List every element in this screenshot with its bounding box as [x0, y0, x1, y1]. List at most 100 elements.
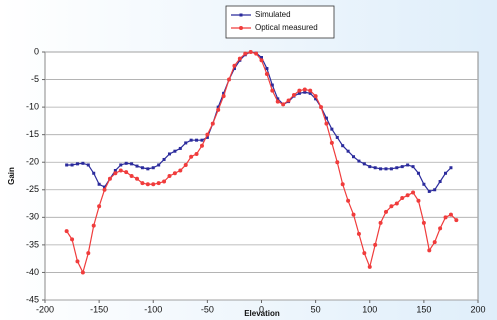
y-tick-label: -20: [26, 157, 39, 167]
data-point: [140, 166, 144, 170]
data-point: [210, 121, 215, 126]
data-point: [335, 160, 340, 165]
data-point: [243, 51, 248, 56]
data-point: [341, 144, 345, 148]
data-point: [281, 102, 286, 107]
data-point: [64, 229, 69, 234]
data-point: [151, 182, 156, 187]
plot-area: [44, 51, 479, 301]
data-point: [178, 146, 182, 150]
data-point: [270, 88, 275, 93]
x-tick-label: -150: [90, 304, 108, 314]
data-point: [313, 94, 318, 99]
data-point: [400, 196, 405, 201]
data-point: [146, 167, 150, 171]
y-tick-label: -5: [31, 74, 39, 84]
data-point: [319, 105, 324, 110]
data-point: [314, 97, 318, 101]
data-point: [427, 189, 431, 193]
data-point: [308, 88, 313, 93]
data-point: [356, 231, 361, 236]
y-tick-label: -30: [26, 212, 39, 222]
data-point: [200, 138, 204, 142]
data-point: [97, 204, 102, 209]
data-point: [405, 193, 410, 198]
x-tick-label: -200: [36, 304, 54, 314]
data-point: [248, 50, 253, 54]
y-tick-label: 0: [34, 46, 39, 56]
data-point: [421, 220, 426, 225]
data-point: [302, 87, 307, 92]
data-point: [91, 223, 96, 228]
data-point: [178, 168, 183, 173]
data-point: [264, 72, 269, 77]
data-point: [97, 182, 101, 186]
data-point: [297, 88, 302, 93]
data-point: [195, 138, 199, 142]
data-point: [362, 162, 366, 166]
x-tick-label: 0: [259, 304, 264, 314]
data-point: [162, 179, 167, 184]
data-point: [394, 201, 399, 206]
data-point: [373, 166, 377, 170]
data-point: [270, 83, 274, 87]
data-point: [237, 56, 242, 61]
data-point: [140, 181, 145, 186]
data-point: [448, 212, 453, 217]
x-tick-label: -100: [144, 304, 162, 314]
data-point: [86, 251, 91, 256]
data-point: [151, 166, 155, 170]
data-point: [362, 251, 367, 256]
legend-label: Simulated: [255, 10, 291, 19]
y-tick-label: -10: [26, 101, 39, 111]
data-point: [276, 97, 280, 101]
data-point: [232, 63, 237, 68]
data-point: [286, 98, 291, 103]
data-point: [367, 264, 372, 269]
data-point: [205, 132, 210, 137]
data-point: [113, 171, 118, 176]
data-point: [259, 58, 264, 63]
x-axis-label: Elevation: [244, 309, 280, 318]
data-point: [189, 154, 194, 159]
data-point: [157, 163, 161, 167]
data-point: [216, 107, 221, 112]
data-point: [411, 190, 416, 195]
data-point: [184, 141, 188, 145]
data-point: [330, 127, 334, 131]
data-point: [86, 163, 90, 167]
data-point: [222, 91, 226, 95]
data-point: [433, 188, 437, 192]
data-point: [65, 163, 69, 167]
data-point: [368, 165, 372, 169]
data-point: [395, 166, 399, 170]
data-point: [389, 167, 393, 171]
x-tick-label: 150: [416, 304, 431, 314]
data-point: [135, 164, 139, 168]
data-point: [357, 159, 361, 163]
data-point: [352, 155, 356, 159]
data-point: [232, 67, 236, 71]
data-point: [260, 56, 263, 60]
data-point: [373, 242, 378, 247]
data-point: [129, 174, 134, 178]
data-point: [173, 149, 177, 153]
data-point: [80, 270, 85, 275]
y-tick-label: -35: [26, 239, 39, 249]
data-point: [383, 209, 388, 214]
data-point: [384, 167, 388, 171]
data-point: [119, 163, 123, 167]
data-point: [389, 204, 394, 209]
data-point: [427, 248, 432, 253]
data-point: [379, 167, 383, 171]
data-point: [221, 94, 226, 99]
data-point: [329, 140, 334, 145]
data-point: [454, 218, 459, 223]
data-point: [411, 165, 415, 169]
data-point: [102, 187, 107, 192]
data-point: [416, 171, 420, 175]
data-point: [70, 237, 75, 242]
data-point: [199, 143, 204, 148]
data-point: [107, 176, 112, 181]
